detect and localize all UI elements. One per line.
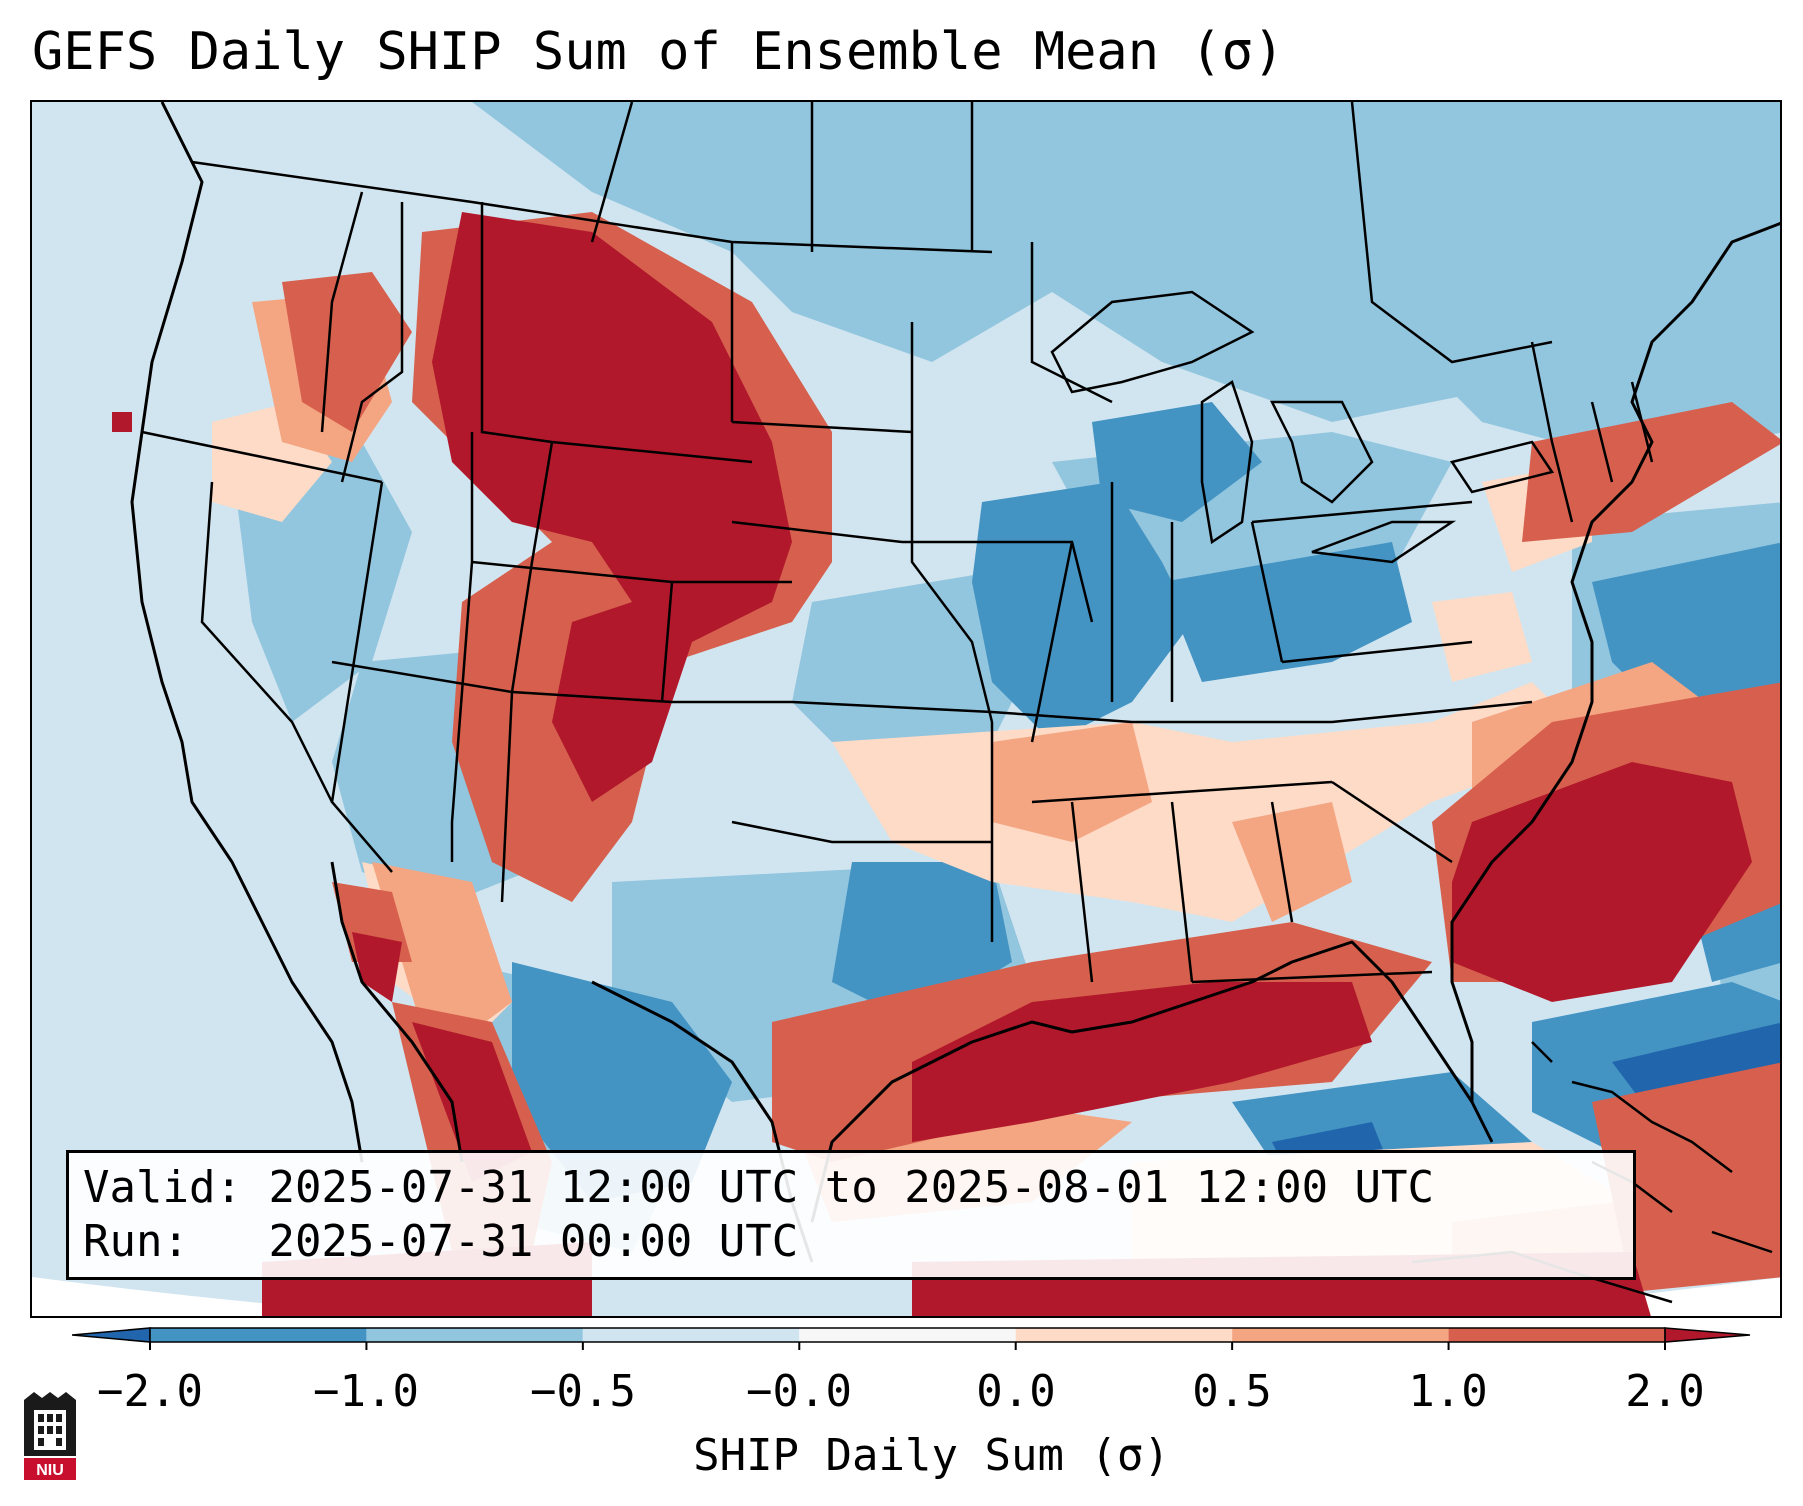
chart-title: GEFS Daily SHIP Sum of Ensemble Mean (σ) [32,22,1285,82]
niu-logo: NIU [24,1392,76,1480]
political-boundaries [141,102,1654,984]
colorbar-tick-label: −0.0 [746,1366,852,1417]
colorbar-tick-label: −2.0 [97,1366,203,1417]
run-label: Run: [83,1216,189,1267]
colorbar-tick-label: 0.5 [1192,1366,1272,1417]
great-lakes [1050,290,1555,564]
colorbar-outline [149,1327,1666,1343]
colorbar-tick-label: 1.0 [1408,1366,1488,1417]
colorbar-extend-low [72,1327,151,1343]
colorbar-bin [366,1328,583,1342]
colorbar [72,1327,1751,1350]
valid-line: Valid: 2025-07-31 12:00 UTC to 2025-08-0… [83,1161,1619,1215]
colorbar-extend-high [1664,1327,1751,1343]
colorbar-bin [582,1328,800,1342]
logo-text: NIU [36,1462,64,1479]
colorbar-tick-label: −1.0 [313,1366,419,1417]
colorbar-label: SHIP Daily Sum (σ) [693,1430,1170,1481]
colorbar-tick-label: 0.0 [976,1366,1056,1417]
anomaly-fill-neg-strong [462,402,1780,1202]
ship-anomaly-map [32,102,1780,1316]
colorbar-bin [150,1328,367,1342]
colorbar-bin [1448,1328,1665,1342]
valid-label: Valid: [83,1162,242,1213]
colorbar-tick-label: −0.5 [530,1366,636,1417]
valid-time-range: 2025-07-31 12:00 UTC to 2025-08-01 12:00… [268,1162,1435,1213]
run-line: Run: 2025-07-31 00:00 UTC [83,1215,1619,1269]
colorbar-tick-label: 2.0 [1625,1366,1705,1417]
coastlines [130,102,1780,1263]
map-panel [30,100,1782,1318]
run-time: 2025-07-31 00:00 UTC [268,1216,799,1267]
colorbar-bin [799,1328,1016,1342]
colorbar-bin [1232,1328,1449,1342]
colorbar-bin [1015,1328,1233,1342]
run-info-box: Valid: 2025-07-31 12:00 UTC to 2025-08-0… [66,1150,1636,1280]
